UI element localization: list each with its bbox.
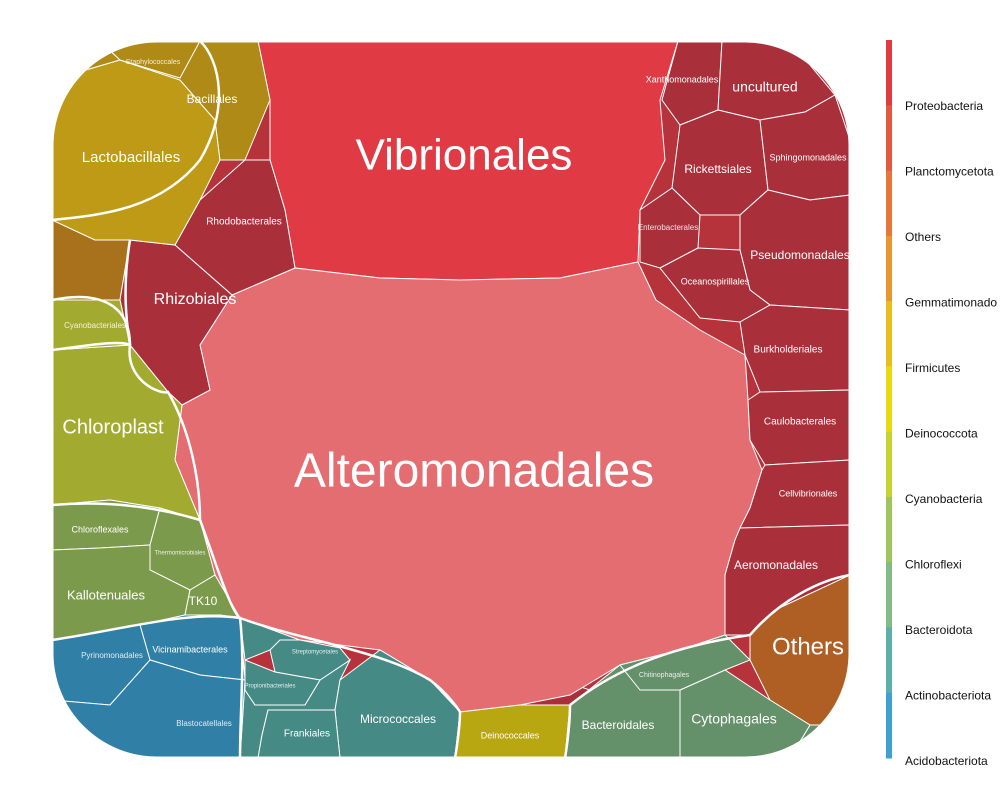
cell-label-propionibacteriales: Propionibacteriales [244,684,295,690]
cell-label-thermomicrobiales: Thermomicrobiales [154,551,205,557]
phylum-border-5 [239,616,462,713]
cell-label-bacteroidales: Bacteroidales [582,718,655,732]
cell-label-streptomycetales: Streptomycetales [292,650,338,656]
legend-swatch-firmicutes [886,301,892,367]
cell-frankiales [257,709,341,758]
cell-label-cytophagales: Cytophagales [691,711,777,727]
legend-swatch-deinococcota [886,366,892,433]
treemap-frame [50,39,852,760]
cell-label-uncultured: uncultured [732,79,797,95]
cell-label-rhodobacterales: Rhodobacterales [206,217,282,228]
cell-label-rhizobiales: Rhizobiales [154,291,237,308]
cell-caulobacterales [747,389,850,466]
legend-swatch-chloroflexi [886,496,892,563]
legend-label-bacteroidota: Bacteroidota [905,623,973,637]
cell-label-others: Others [772,633,844,660]
legend-swatch-gemmatimonado [886,235,892,302]
cell-label-vicinamibacterales: Vicinamibacterales [152,644,228,654]
legend-swatch-acidobacteriota [886,692,892,759]
cell-label-pyrinomonadales: Pyrinomonadales [81,651,143,660]
cell-label-aeromonadales: Aeromonadales [734,558,818,572]
legend-swatch-actinobacteriota [886,627,892,694]
phylum-border-11 [124,239,132,346]
cell-burkholderiales [739,304,850,393]
phylum-border-2 [52,502,241,619]
phylum-border-1 [52,295,202,521]
legend-label-deinococcota: Deinococcota [905,427,978,441]
cell-label-chitinophagales: Chitinophagales [639,672,690,679]
cell-label-tk10: TK10 [189,594,218,608]
cell-label-pseudomonadales: Pseudomonadales [750,248,849,262]
legend-label-proteobacteria: Proteobacteria [905,99,983,113]
legend-swatch-planctomycetota [886,105,892,172]
cell-streptomycetales [269,639,351,681]
phylum-border-10 [52,341,131,352]
phylum-border-8 [569,633,751,706]
legend-label-planctomycetota: Planctomycetota [905,165,994,179]
legend-swatch-proteobacteria [886,40,892,106]
treemap-labels: Vibrionales Alteromonadales Xanthomonadale… [62,59,849,741]
cell-label-cyanobacteriales: Cyanobacteriales [64,321,126,330]
cell-label-caulobacterales: Caulobacterales [764,417,836,428]
cell-label-bacillales: Bacillales [187,92,238,106]
cell-label-frankiales: Frankiales [284,729,330,740]
cell-propionibacteriales [244,659,321,706]
cell-label-burkholderiales: Burkholderiales [754,345,823,356]
legend-label-gemmatimonado: Gemmatimonado [905,296,997,310]
cell-label-alteromonadales: Alteromonadales [294,445,654,498]
phylum-border-3 [52,614,241,642]
legend-label-cyanobacteria: Cyanobacteria [905,492,983,506]
legend: Proteobacteria Planctomycetota Others Gemma… [886,40,997,768]
cell-label-kallotenuales: Kallotenuales [67,587,146,602]
cell-label-chloroflexales: Chloroflexales [71,524,129,534]
phylum-border-4 [238,617,244,758]
legend-label-firmicutes: Firmicutes [905,361,960,375]
legend-label-acidobacteriota: Acidobacteriota [905,754,988,768]
legend-label-actinobacteriota: Actinobacteriota [905,689,991,703]
cell-label-lactobacillales: Lactobacillales [82,149,180,166]
phylum-border-9 [749,573,850,636]
cell-label-oceanospirillales: Oceanospirillales [681,276,750,286]
phylum-border-0 [52,41,221,222]
cell-label-xanthomonadales: Xanthomonadales [646,74,719,84]
cell-label-rickettsiales: Rickettsiales [684,162,751,176]
cell-label-cellvibrionales: Cellvibrionales [779,488,838,498]
cell-label-blastocatellales: Blastocatellales [176,719,232,728]
cell-label-micrococcales: Micrococcales [360,712,436,726]
legend-label-chloroflexi: Chloroflexi [905,558,962,572]
cell-staphylococcales [98,41,201,79]
legend-swatch-bacteroidota [886,562,892,628]
cell-label-enterobacterales: Enterobacterales [638,223,698,232]
cell-label-deinococcales: Deinococcales [481,730,540,740]
cell-label-vibrionales: Vibrionales [356,131,573,180]
cell-label-sphingomonadales: Sphingomonadales [769,152,847,162]
cell-blastocatellales [52,659,246,758]
legend-swatch-cyanobacteria [886,431,892,498]
legend-label-others: Others [905,230,941,244]
legend-swatch-others [886,170,892,237]
cell-label-chloroplast: Chloroplast [62,416,164,438]
cell-oceanospirillales [659,247,771,323]
cell-label-staphylococcales: Staphylococcales [126,59,181,66]
